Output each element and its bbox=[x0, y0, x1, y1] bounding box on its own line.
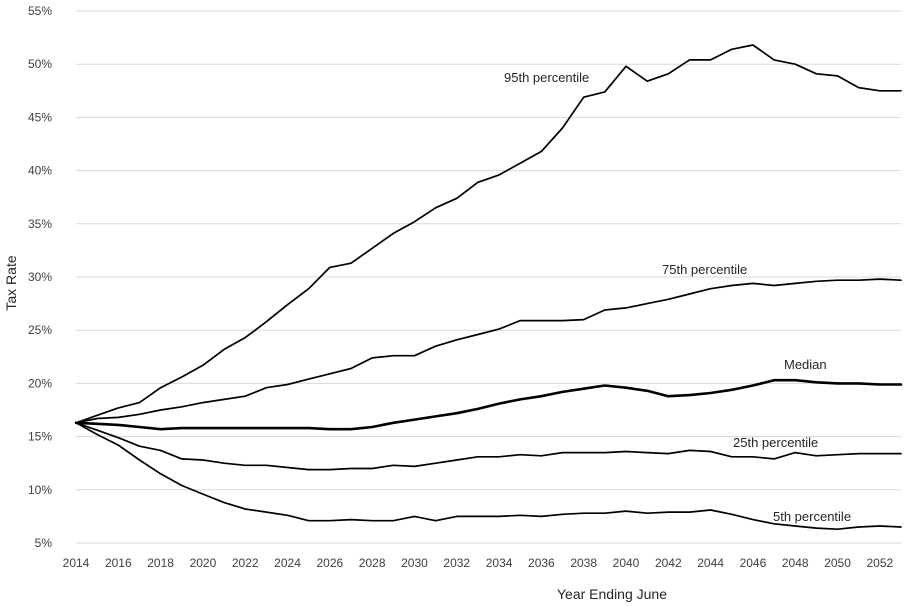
y-tick-label: 20% bbox=[28, 376, 52, 390]
x-tick-label: 2052 bbox=[866, 556, 893, 570]
x-tick-label: 2048 bbox=[782, 556, 809, 570]
x-axis-label: Year Ending June bbox=[557, 586, 667, 602]
x-tick-label: 2028 bbox=[359, 556, 386, 570]
y-tick-label: 5% bbox=[35, 536, 53, 550]
x-tick-label: 2046 bbox=[740, 556, 767, 570]
x-tick-label: 2014 bbox=[63, 556, 90, 570]
series-line-95th-percentile bbox=[75, 44, 902, 424]
series-annotation-5th-percentile: 5th percentile bbox=[773, 509, 851, 524]
series-line-75th-percentile bbox=[75, 278, 902, 424]
y-axis-tick-labels: 5% 10% 15% 20% 25% 30% 35% 40% 45% 50% 55% bbox=[28, 4, 52, 550]
x-tick-label: 2026 bbox=[316, 556, 343, 570]
x-tick-label: 2032 bbox=[443, 556, 470, 570]
x-tick-label: 2034 bbox=[486, 556, 513, 570]
x-tick-label: 2018 bbox=[147, 556, 174, 570]
x-tick-label: 2040 bbox=[613, 556, 640, 570]
y-tick-label: 25% bbox=[28, 323, 52, 337]
x-tick-label: 2016 bbox=[105, 556, 132, 570]
series-line-25th-percentile bbox=[75, 421, 902, 471]
x-tick-label: 2050 bbox=[824, 556, 851, 570]
x-tick-label: 2038 bbox=[570, 556, 597, 570]
y-tick-label: 15% bbox=[28, 430, 52, 444]
x-tick-label: 2036 bbox=[528, 556, 555, 570]
series-annotation-25th-percentile: 25th percentile bbox=[733, 435, 818, 450]
y-tick-label: 10% bbox=[28, 483, 52, 497]
series-annotation-75th-percentile: 75th percentile bbox=[662, 262, 747, 277]
horizontal-gridlines bbox=[76, 10, 901, 544]
x-tick-label: 2030 bbox=[401, 556, 428, 570]
x-tick-label: 2042 bbox=[655, 556, 682, 570]
y-tick-label: 30% bbox=[28, 270, 52, 284]
series-line-5th-percentile bbox=[75, 421, 902, 531]
series-annotations: 95th percentile 75th percentile Median 25th… bbox=[504, 70, 851, 524]
y-tick-label: 40% bbox=[28, 164, 52, 178]
y-tick-label: 55% bbox=[28, 4, 52, 18]
series-annotation-median: Median bbox=[784, 357, 827, 372]
y-tick-label: 50% bbox=[28, 57, 52, 71]
x-tick-label: 2022 bbox=[232, 556, 259, 570]
series-lines bbox=[74, 44, 903, 531]
x-tick-label: 2044 bbox=[697, 556, 724, 570]
x-tick-label: 2024 bbox=[274, 556, 301, 570]
series-line-median bbox=[74, 378, 903, 431]
y-tick-label: 35% bbox=[28, 217, 52, 231]
y-tick-label: 45% bbox=[28, 110, 52, 124]
series-annotation-95th-percentile: 95th percentile bbox=[504, 70, 589, 85]
x-axis-tick-labels: 2014 2016 2018 2020 2022 2024 2026 2028 2030 2032… bbox=[63, 556, 894, 570]
x-tick-label: 2020 bbox=[190, 556, 217, 570]
y-axis-label: Tax Rate bbox=[3, 255, 19, 310]
